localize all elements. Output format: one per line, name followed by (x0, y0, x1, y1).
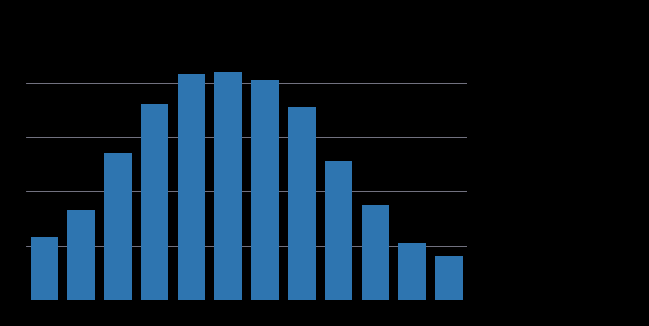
Bar (31, 237, 58, 300)
Bar (361, 205, 389, 300)
Bar (104, 153, 132, 300)
Bar (214, 72, 242, 300)
Bar (398, 243, 426, 300)
Bar (141, 104, 169, 300)
Bar (324, 161, 352, 300)
Bar (251, 80, 279, 300)
Bar (178, 74, 205, 300)
Bar (435, 257, 463, 300)
Bar (288, 107, 315, 300)
Bar (67, 210, 95, 300)
